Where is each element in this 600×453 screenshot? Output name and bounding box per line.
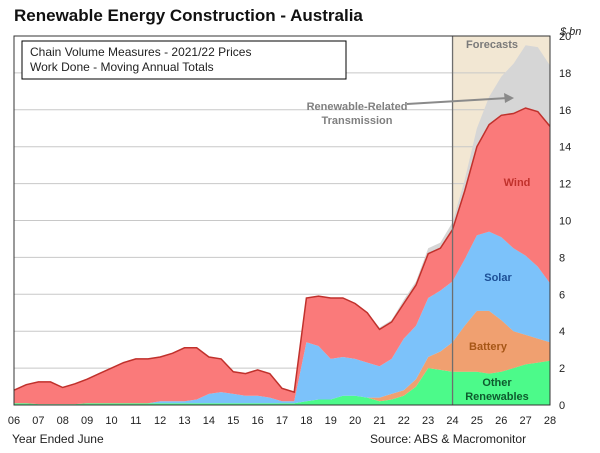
x-tick-label: 06	[8, 415, 20, 427]
forecast-label: Forecasts	[466, 39, 518, 51]
transmission-arrow-line	[406, 97, 509, 105]
x-tick-label: 22	[398, 415, 410, 427]
x-tick-label: 24	[446, 415, 458, 427]
label-other-renewables: Renewables	[465, 391, 529, 403]
x-tick-label: 13	[178, 415, 190, 427]
x-tick-label: 09	[81, 415, 93, 427]
chart-title: Renewable Energy Construction - Australi…	[14, 6, 363, 25]
y-tick-label: 12	[559, 179, 571, 191]
x-tick-label: 15	[227, 415, 239, 427]
x-tick-label: 28	[544, 415, 556, 427]
x-tick-label: 25	[471, 415, 483, 427]
x-tick-label: 14	[203, 415, 215, 427]
area-solar	[14, 231, 550, 405]
y-tick-label: 18	[559, 68, 571, 80]
label-battery: Battery	[469, 341, 508, 353]
x-tick-label: 27	[520, 415, 532, 427]
x-tick-label: 16	[252, 415, 264, 427]
x-tick-label: 23	[422, 415, 434, 427]
y-tick-label: 20	[559, 31, 571, 43]
x-tick-label: 11	[130, 415, 141, 427]
area-wind	[14, 108, 550, 405]
label-solar: Solar	[484, 272, 512, 284]
label-transmission: Renewable-Related	[307, 101, 408, 113]
plot-border	[13, 35, 551, 406]
y-tick-label: 16	[559, 105, 571, 117]
transmission-arrow-head	[504, 93, 514, 103]
y-tick-label: 4	[559, 326, 565, 338]
y-tick-label: 10	[559, 216, 571, 228]
y-tick-label: 6	[559, 289, 565, 301]
subtitle-line: Chain Volume Measures - 2021/22 Prices	[30, 45, 251, 59]
x-tick-label: 17	[276, 415, 288, 427]
subtitle-box	[21, 40, 347, 80]
x-tick-label: 26	[495, 415, 507, 427]
source-note: Source: ABS & Macromonitor	[370, 432, 527, 446]
y-tick-label: 8	[559, 252, 565, 264]
x-tick-label: 12	[154, 415, 166, 427]
x-tick-label: 07	[32, 415, 44, 427]
x-tick-label: 20	[349, 415, 361, 427]
label-wind: Wind	[504, 177, 531, 189]
y-tick-label: 0	[559, 400, 565, 412]
area-battery	[14, 310, 550, 405]
y-tick-label: 2	[559, 363, 565, 375]
label-other-renewables: Other	[482, 377, 512, 389]
x-tick-label: 19	[325, 415, 337, 427]
x-tick-label: 10	[105, 415, 117, 427]
y-tick-label: 14	[559, 142, 571, 154]
x-tick-label: 18	[300, 415, 312, 427]
x-tick-label: 08	[57, 415, 69, 427]
label-transmission: Transmission	[322, 115, 393, 127]
y-axis-label: $ bn	[559, 26, 581, 38]
wind-top-line	[13, 107, 551, 394]
subtitle-line: Work Done - Moving Annual Totals	[30, 60, 214, 74]
area-other-renewables	[14, 360, 550, 405]
x-tick-label: 21	[373, 415, 385, 427]
x-axis-label: Year Ended June	[12, 432, 104, 446]
